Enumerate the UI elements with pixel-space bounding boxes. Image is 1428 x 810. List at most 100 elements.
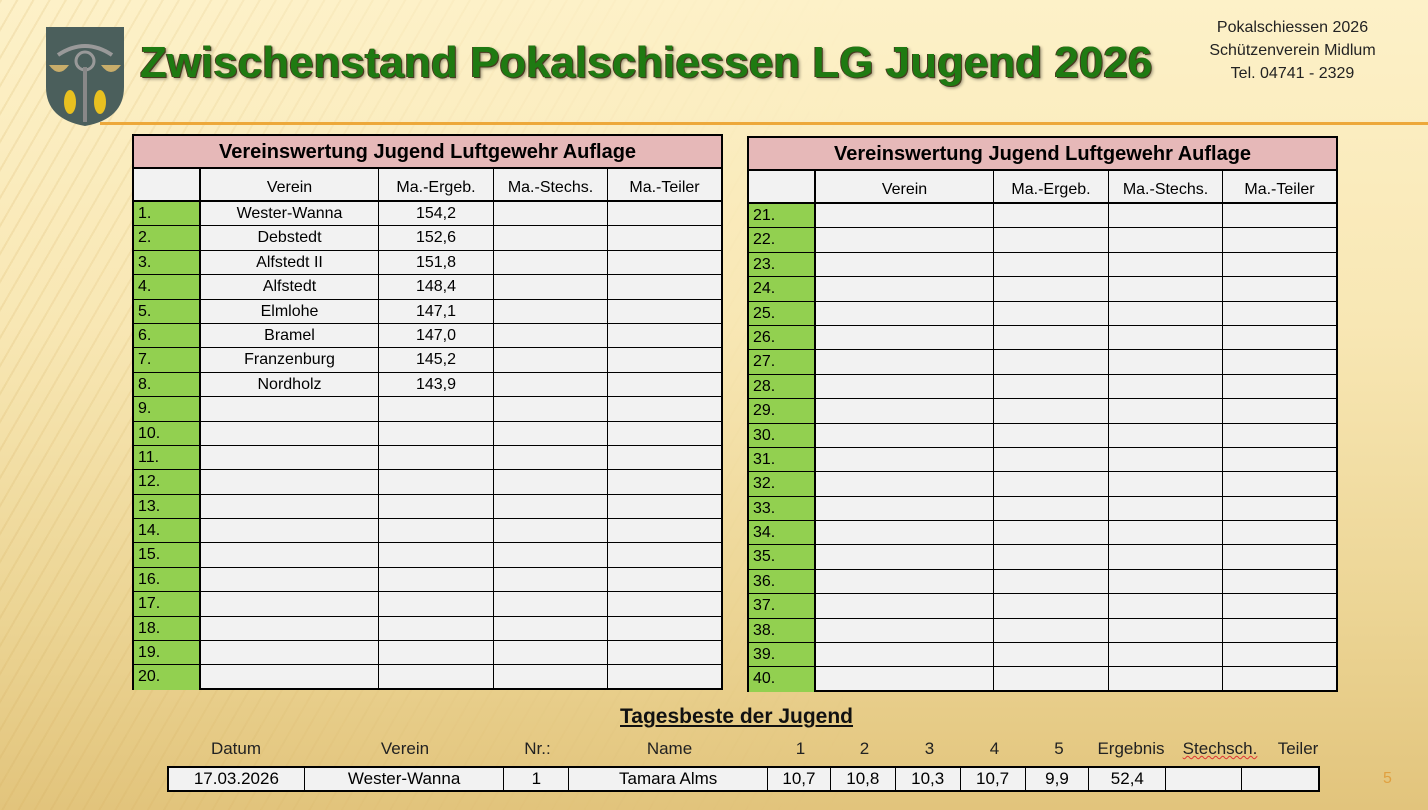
teiler-cell	[1223, 350, 1336, 373]
table-row: 22.	[749, 228, 1336, 253]
tiebreak-cell	[1109, 496, 1223, 521]
rank-cell: 34.	[749, 521, 816, 545]
club-cell	[816, 350, 994, 374]
table-row: 24.	[749, 277, 1336, 302]
club-cell	[201, 592, 379, 616]
table-row: 17.	[134, 592, 721, 617]
rank-cell: 11.	[134, 445, 201, 470]
tiebreak-cell	[494, 226, 608, 250]
table-row: 8. Nordholz 143,9	[134, 372, 721, 398]
rank-cell: 6.	[134, 323, 201, 348]
daily-best-header: 5	[1054, 739, 1064, 758]
daily-best-header: Nr.:	[524, 739, 551, 758]
result-cell	[379, 494, 494, 519]
table-row: 23.	[749, 252, 1336, 278]
rank-cell: 26.	[749, 325, 816, 350]
tiebreak-cell	[494, 250, 608, 275]
rank-cell: 36.	[749, 569, 816, 594]
rank-cell: 7.	[134, 348, 201, 372]
table-row: 5. Elmlohe 147,1	[134, 299, 721, 324]
column-header: Ma.-Stechs.	[494, 169, 608, 200]
club-cell	[816, 545, 994, 569]
rank-cell: 39.	[749, 643, 816, 667]
club-cell	[201, 543, 379, 567]
rank-cell: 20.	[134, 665, 201, 690]
teiler-cell	[1223, 643, 1336, 666]
teiler-cell	[1223, 277, 1336, 300]
daily-best-header: Ergebnis	[1097, 739, 1165, 758]
club-cell: Nordholz	[201, 372, 379, 397]
table-row: 6. Bramel 147,0	[134, 323, 721, 349]
result-cell: 154,2	[379, 202, 494, 226]
table-row: 3. Alfstedt II 151,8	[134, 250, 721, 276]
club-cell	[816, 472, 994, 496]
rank-cell: 27.	[749, 350, 816, 374]
tiebreak-cell	[1109, 277, 1223, 301]
result-cell	[994, 301, 1109, 325]
info-club: Schützenverein Midlum	[1209, 42, 1376, 59]
teiler-cell	[1223, 570, 1336, 593]
table-row: 27.	[749, 350, 1336, 375]
daily-best-row: 17.03.2026 Wester-Wanna 1 Tamara Alms 10,7 10…	[167, 766, 1320, 792]
tiebreak-cell	[494, 421, 608, 445]
club-cell	[816, 569, 994, 594]
result-cell	[379, 519, 494, 543]
tiebreak-cell	[1109, 325, 1223, 350]
club-cell: Wester-Wanna	[201, 202, 379, 226]
table-row: 7. Franzenburg 145,2	[134, 348, 721, 373]
table-header-row: Verein Ma.-Ergeb. Ma.-Stechs. Ma.-Teiler	[134, 169, 721, 202]
rank-cell: 29.	[749, 399, 816, 423]
teiler-cell	[608, 568, 721, 591]
teiler-cell	[1223, 472, 1336, 495]
rank-cell: 15.	[134, 543, 201, 567]
tiebreak-cell	[494, 202, 608, 226]
club-cell	[816, 301, 994, 325]
daily-best-title: Tagesbeste der Jugend	[620, 705, 854, 728]
rank-cell: 4.	[134, 275, 201, 299]
rank-cell: 5.	[134, 299, 201, 323]
teiler-cell	[1223, 302, 1336, 325]
rank-cell: 35.	[749, 545, 816, 569]
header-info: Pokalschiessen 2026 Schützenverein Midlu…	[1180, 16, 1405, 85]
tiebreak-cell	[494, 567, 608, 592]
tiebreak-cell	[494, 275, 608, 299]
daily-best-header: 2	[859, 739, 870, 758]
teiler-cell	[1223, 448, 1336, 471]
rank-cell: 37.	[749, 594, 816, 618]
teiler-cell	[1223, 497, 1336, 520]
tiebreak-cell	[1109, 447, 1223, 472]
teiler-cell	[1223, 619, 1336, 642]
club-cell: Alfstedt II	[201, 250, 379, 275]
club-cell	[816, 204, 994, 228]
page-title: Zwischenstand Pokalschiessen LG Jugend 2…	[140, 38, 1153, 87]
club-cell	[201, 421, 379, 445]
tiebreak-cell	[494, 470, 608, 494]
club-cell	[201, 397, 379, 421]
table-row: 39.	[749, 643, 1336, 668]
club-ranking-table-left: Vereinswertung Jugend Luftgewehr Auflage…	[132, 134, 723, 690]
daily-best-cell: Wester-Wanna	[305, 768, 505, 790]
club-cell	[816, 667, 994, 692]
table-row: 30.	[749, 423, 1336, 448]
teiler-cell	[1223, 424, 1336, 447]
table-row: 28.	[749, 374, 1336, 400]
club-cell	[816, 594, 994, 618]
club-cell	[201, 494, 379, 519]
tiebreak-cell	[1109, 350, 1223, 374]
header-divider	[100, 122, 1428, 125]
table-row: 29.	[749, 399, 1336, 424]
daily-best-header: 4	[989, 739, 1000, 758]
teiler-cell	[608, 470, 721, 493]
teiler-cell	[608, 300, 721, 323]
club-cell	[201, 445, 379, 470]
rank-cell: 19.	[134, 641, 201, 665]
rank-cell: 16.	[134, 567, 201, 592]
tiebreak-cell	[494, 372, 608, 397]
column-header: Verein	[201, 169, 379, 200]
tiebreak-cell	[494, 616, 608, 641]
result-cell	[379, 592, 494, 616]
table-caption: Vereinswertung Jugend Luftgewehr Auflage	[749, 138, 1336, 171]
teiler-cell	[608, 373, 721, 396]
result-cell	[994, 618, 1109, 643]
result-cell	[994, 643, 1109, 667]
